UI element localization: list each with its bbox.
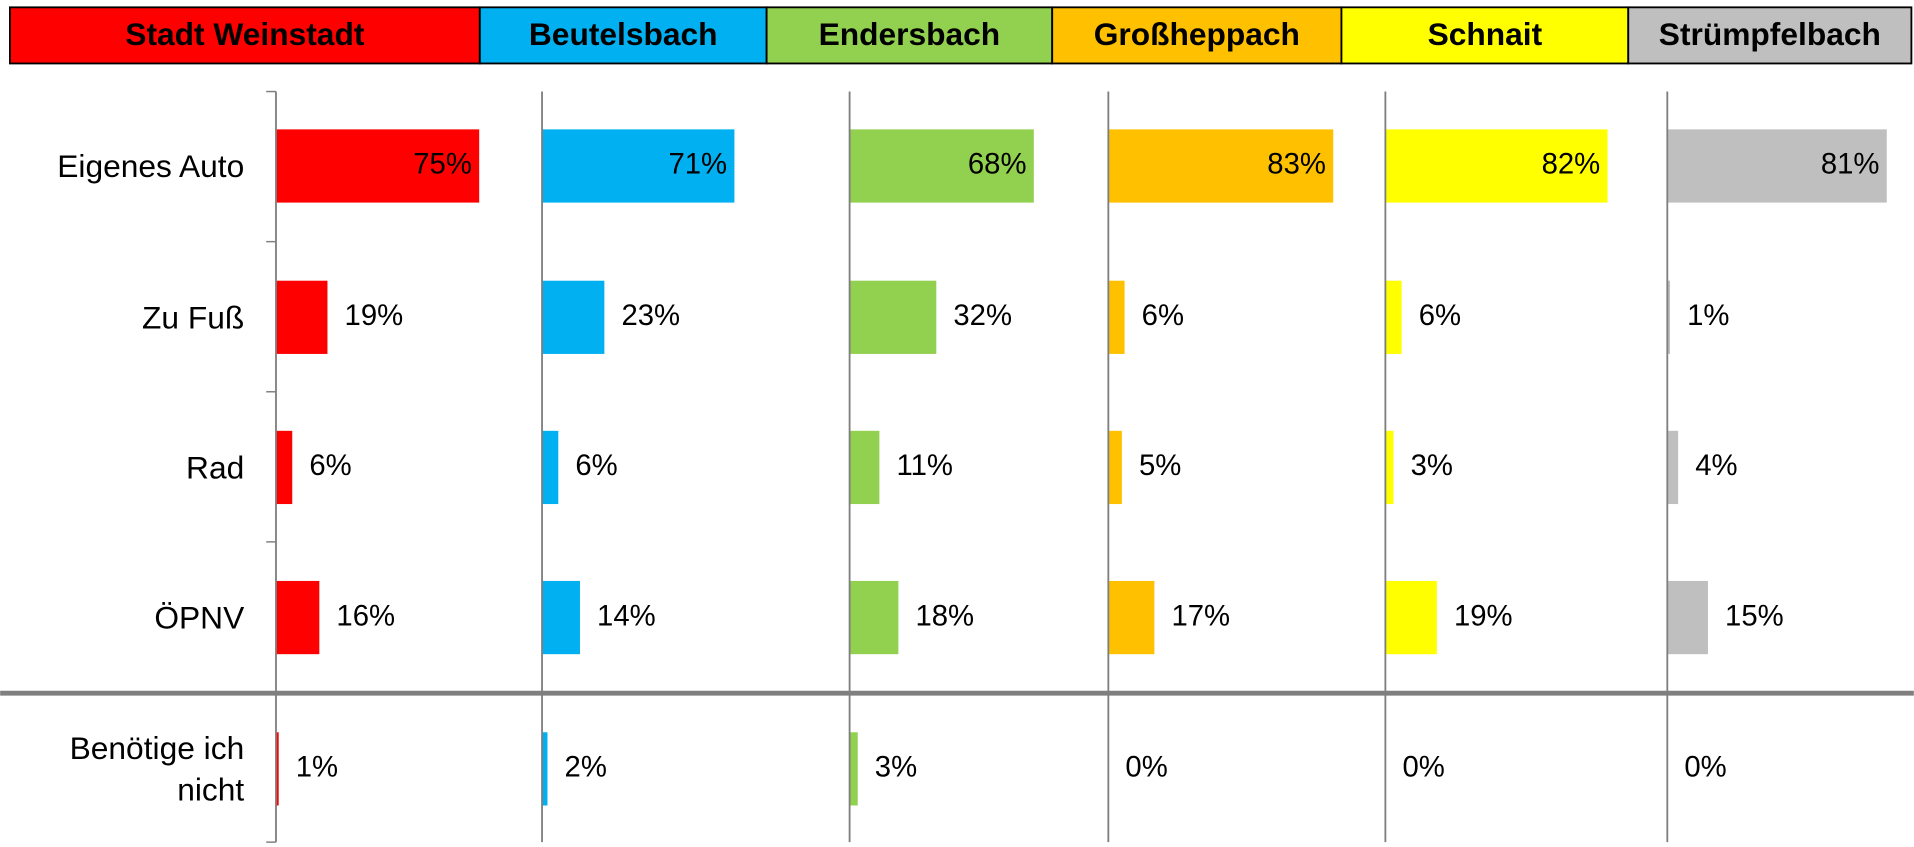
value-label: 82% xyxy=(1542,148,1601,181)
bar xyxy=(1385,129,1608,203)
bar xyxy=(1108,280,1125,354)
bar xyxy=(1385,580,1437,655)
category-label-box: Eigenes Auto xyxy=(57,147,245,185)
value-label: 18% xyxy=(915,599,974,632)
bar xyxy=(542,280,605,354)
bar xyxy=(1667,430,1679,505)
header-cell xyxy=(478,6,768,65)
header-label: Schnait xyxy=(1428,16,1543,52)
bar xyxy=(275,280,328,354)
value-label: 1% xyxy=(296,751,338,784)
bar xyxy=(849,129,1034,203)
category-label-box: ÖPNV xyxy=(154,599,245,636)
category-label-box: Zu Fuß xyxy=(141,299,245,336)
bar xyxy=(849,732,858,806)
value-label: 6% xyxy=(309,449,351,482)
bar xyxy=(1667,280,1671,354)
bar xyxy=(1667,580,1708,655)
header-label: Strümpfelbach xyxy=(1659,16,1881,52)
bar xyxy=(542,580,580,655)
value-label: 11% xyxy=(896,449,952,482)
bar xyxy=(849,580,899,655)
category-label-box: Benötige ich nicht xyxy=(69,729,245,808)
header-label: Endersbach xyxy=(819,16,1001,52)
category-label: Zu Fuß xyxy=(141,299,245,336)
bar xyxy=(1667,129,1887,203)
value-label: 68% xyxy=(968,148,1027,181)
bar xyxy=(849,280,937,354)
bar xyxy=(1385,280,1402,354)
value-label: 19% xyxy=(345,299,404,332)
value-label: 6% xyxy=(575,449,617,482)
value-label: 75% xyxy=(413,148,472,181)
category-label-box: Rad xyxy=(186,449,245,486)
header-cell xyxy=(9,6,481,65)
bar xyxy=(275,580,320,655)
value-label: 19% xyxy=(1454,599,1513,632)
value-label: 0% xyxy=(1125,751,1167,784)
category-label: Benötige ich nicht xyxy=(69,729,245,808)
bar xyxy=(542,129,735,203)
bar xyxy=(1385,430,1394,505)
header-cell xyxy=(1340,6,1630,65)
value-label: 6% xyxy=(1419,299,1461,332)
header-cell xyxy=(1627,6,1913,65)
value-label: 2% xyxy=(565,751,607,784)
bar xyxy=(849,430,880,505)
bar xyxy=(542,430,559,505)
value-label: 16% xyxy=(336,599,395,632)
value-label: 71% xyxy=(668,148,727,181)
value-label: 83% xyxy=(1267,148,1326,181)
bar xyxy=(1108,129,1334,203)
value-label: 0% xyxy=(1684,751,1726,784)
value-label: 3% xyxy=(875,751,917,784)
value-label: 14% xyxy=(597,599,656,632)
bar xyxy=(275,732,279,806)
value-label: 17% xyxy=(1171,599,1230,632)
value-label: 3% xyxy=(1411,449,1453,482)
header-label: Großheppach xyxy=(1094,16,1300,52)
header-cell xyxy=(765,6,1054,65)
value-label: 15% xyxy=(1725,599,1784,632)
value-label: 5% xyxy=(1139,449,1181,482)
category-label: ÖPNV xyxy=(154,599,245,636)
value-label: 6% xyxy=(1142,299,1184,332)
header-label: Beutelsbach xyxy=(529,16,718,52)
bar xyxy=(275,129,480,203)
bar xyxy=(1108,580,1155,655)
value-label: 81% xyxy=(1821,148,1880,181)
value-label: 32% xyxy=(953,299,1012,332)
category-label: Eigenes Auto xyxy=(57,147,245,185)
category-label: Rad xyxy=(186,449,245,486)
bar xyxy=(275,430,293,505)
header-label: Stadt Weinstadt xyxy=(125,16,365,52)
value-label: 4% xyxy=(1695,449,1737,482)
value-label: 23% xyxy=(621,299,680,332)
bar xyxy=(1108,430,1122,505)
value-label: 0% xyxy=(1402,751,1444,784)
bar xyxy=(542,732,548,806)
value-label: 1% xyxy=(1687,299,1729,332)
